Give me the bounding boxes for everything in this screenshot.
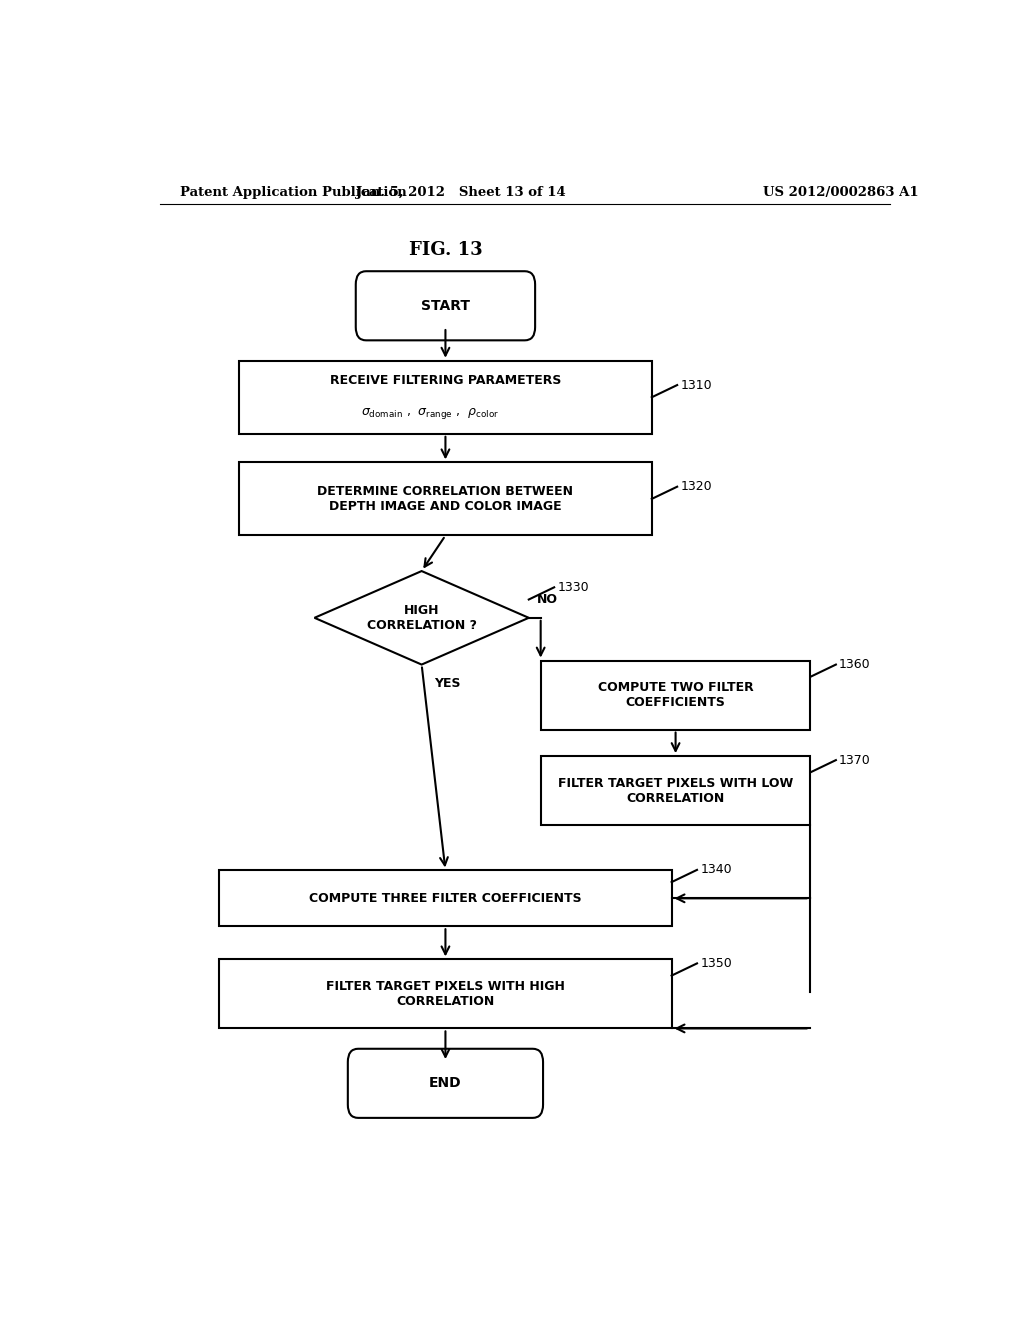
Bar xyxy=(219,870,672,927)
FancyBboxPatch shape xyxy=(348,1049,543,1118)
Text: FILTER TARGET PIXELS WITH HIGH
CORRELATION: FILTER TARGET PIXELS WITH HIGH CORRELATI… xyxy=(326,979,565,1008)
Polygon shape xyxy=(314,572,528,664)
Text: 1340: 1340 xyxy=(700,863,732,876)
Text: Patent Application Publication: Patent Application Publication xyxy=(179,186,407,199)
Text: US 2012/0002863 A1: US 2012/0002863 A1 xyxy=(763,186,919,199)
Text: 1330: 1330 xyxy=(557,581,589,594)
Text: 1350: 1350 xyxy=(700,957,732,970)
Bar xyxy=(541,756,810,825)
Text: 1320: 1320 xyxy=(680,480,712,494)
Text: HIGH
CORRELATION ?: HIGH CORRELATION ? xyxy=(367,603,476,632)
Text: COMPUTE THREE FILTER COEFFICIENTS: COMPUTE THREE FILTER COEFFICIENTS xyxy=(309,892,582,904)
Text: NO: NO xyxy=(537,593,558,606)
Bar xyxy=(240,462,652,536)
Text: 1360: 1360 xyxy=(839,659,870,671)
Bar xyxy=(219,960,672,1028)
Text: COMPUTE TWO FILTER
COEFFICIENTS: COMPUTE TWO FILTER COEFFICIENTS xyxy=(598,681,754,709)
FancyBboxPatch shape xyxy=(355,271,536,341)
Text: FIG. 13: FIG. 13 xyxy=(409,240,482,259)
Text: FILTER TARGET PIXELS WITH LOW
CORRELATION: FILTER TARGET PIXELS WITH LOW CORRELATIO… xyxy=(558,776,794,805)
Bar xyxy=(240,360,652,434)
Bar xyxy=(541,660,810,730)
Text: $\sigma_{\mathrm{domain}}$ ,  $\sigma_{\mathrm{range}}$ ,  $\rho_{\mathrm{color}: $\sigma_{\mathrm{domain}}$ , $\sigma_{\m… xyxy=(360,407,499,421)
Text: END: END xyxy=(429,1076,462,1090)
Text: RECEIVE FILTERING PARAMETERS: RECEIVE FILTERING PARAMETERS xyxy=(330,375,561,388)
Text: DETERMINE CORRELATION BETWEEN
DEPTH IMAGE AND COLOR IMAGE: DETERMINE CORRELATION BETWEEN DEPTH IMAG… xyxy=(317,484,573,513)
Text: 1370: 1370 xyxy=(839,754,870,767)
Text: 1310: 1310 xyxy=(680,379,712,392)
Text: START: START xyxy=(421,298,470,313)
Text: Jan. 5, 2012   Sheet 13 of 14: Jan. 5, 2012 Sheet 13 of 14 xyxy=(356,186,566,199)
Text: YES: YES xyxy=(434,677,461,690)
